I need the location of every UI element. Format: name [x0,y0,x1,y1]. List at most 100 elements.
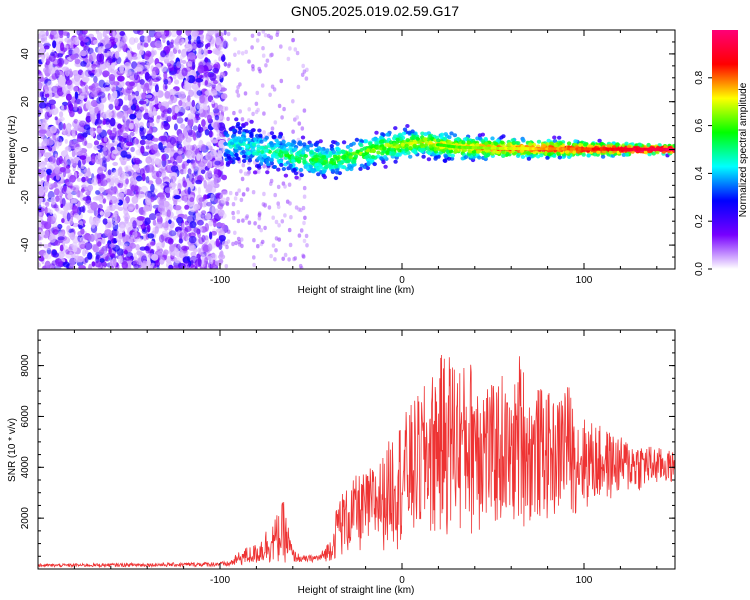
heatmap-cell [291,129,295,134]
heatmap-cell [145,145,150,150]
heatmap-cell [257,155,263,160]
heatmap-cell [260,239,265,245]
snr-series-line [38,354,675,569]
heatmap-cell [186,256,191,261]
heatmap-cell [201,234,206,243]
heatmap-cell [48,99,56,106]
heatmap-cell [255,244,260,249]
heatmap-cell [55,258,63,267]
heatmap-cell [38,123,45,129]
heatmap-cell [176,216,184,224]
heatmap-cell [269,143,275,148]
heatmap-cell [257,31,261,37]
heatmap-cell [69,174,76,183]
heatmap-cell [268,53,273,58]
heatmap-cell [142,86,147,94]
heatmap-cell [217,150,223,159]
heatmap-cell [210,38,215,47]
heatmap-cell [168,264,174,269]
heatmap-cell [162,37,166,44]
heatmap-cell [114,136,119,144]
heatmap-cell [184,43,193,52]
heatmap-cell [49,109,55,115]
heatmap-cell [183,195,188,203]
heatmap-cell [108,248,112,255]
heatmap-cell [187,118,194,126]
heatmap-cell [204,256,209,266]
heatmap-cell [99,45,105,53]
heatmap-cell [229,141,235,146]
heatmap-cell [138,100,147,105]
heatmap-cell [309,143,314,148]
heatmap-cell [143,211,147,217]
heatmap-cell [261,202,266,207]
heatmap-cell [99,264,103,269]
heatmap-cell [234,148,239,153]
heatmap-cell [67,49,76,56]
heatmap-cell [341,149,346,154]
heatmap-cell [187,60,193,67]
heatmap-cell [79,206,85,213]
heatmap-cell [213,168,218,176]
heatmap-cell [74,58,81,65]
heatmap-cell [195,179,203,185]
heatmap-cell [78,265,86,269]
heatmap-cell [186,159,191,164]
heatmap-cell [43,45,50,50]
heatmap-cell [146,265,153,269]
heatmap-cell [190,182,195,190]
heatmap-cell [255,90,260,96]
heatmap-cell [145,249,152,254]
heatmap-cell [185,30,191,37]
heatmap-cell [264,63,268,68]
heatmap-cell [205,35,211,43]
heatmap-cell [108,180,115,190]
heatmap-cell [191,83,199,90]
heatmap-cell [300,126,305,131]
heatmap-cell [282,106,286,112]
heatmap-cell [45,30,49,37]
heatmap-cell [279,144,284,149]
heatmap-cell [576,149,581,154]
heatmap-cell [379,135,384,140]
heatmap-cell [191,146,200,155]
heatmap-cell [143,205,151,212]
heatmap-cell [90,83,96,92]
heatmap-cell [181,67,188,77]
heatmap-cell [124,216,129,224]
heatmap-cell [462,137,468,142]
heatmap-cell [85,156,93,163]
heatmap-cell [52,213,57,222]
heatmap-cell [38,161,41,167]
heatmap-cell [134,117,140,126]
heatmap-cell [310,168,315,173]
heatmap-cell [154,84,159,93]
heatmap-cell [107,169,112,176]
heatmap-cell [345,144,351,149]
heatmap-cell [225,200,229,206]
heatmap-cell [136,175,143,182]
heatmap-cell [183,169,187,174]
heatmap-cell [181,163,186,170]
heatmap-cell [116,111,124,120]
heatmap-cell [260,83,265,88]
heatmap-cell [153,127,157,133]
heatmap-cell [202,215,207,221]
heatmap-cell [73,102,78,111]
heatmap-cell [145,94,153,99]
heatmap-cell [65,249,70,255]
heatmap-cell [137,43,141,50]
heatmap-cell [46,208,52,214]
heatmap-cell [492,149,497,154]
heatmap-cell [96,173,105,180]
heatmap-cell [52,40,57,49]
heatmap-cell [288,201,292,206]
heatmap-cell [45,52,50,59]
heatmap-cell [340,155,345,160]
heatmap-cell [298,167,304,172]
heatmap-cell [169,50,174,57]
heatmap-cell [61,218,65,224]
heatmap-cell [96,144,104,149]
heatmap-cell [97,241,102,247]
heatmap-cell [124,62,131,69]
